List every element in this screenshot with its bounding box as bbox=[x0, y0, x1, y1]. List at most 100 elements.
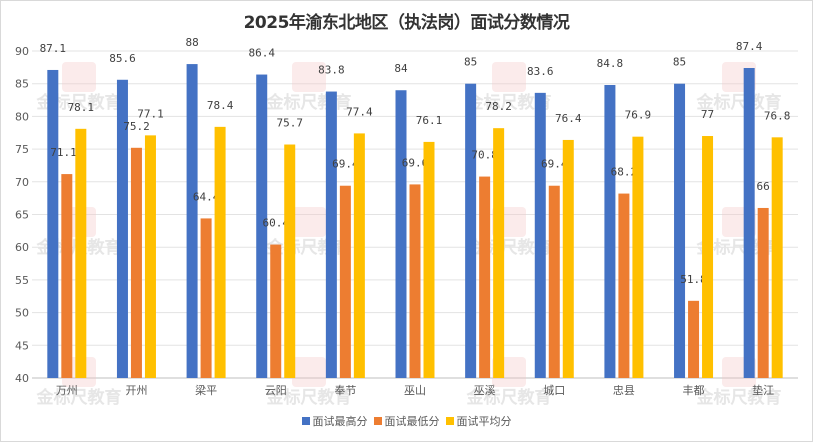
y-tick-label: 85 bbox=[15, 78, 29, 91]
x-tick-label: 梁平 bbox=[195, 383, 217, 397]
legend-swatch-min bbox=[373, 417, 382, 425]
bar-max bbox=[186, 64, 198, 378]
legend-item-max: 面试最高分 bbox=[301, 413, 368, 429]
bar-avg bbox=[214, 126, 226, 378]
legend-item-min: 面试最低分 bbox=[373, 413, 440, 429]
y-tick-label: 40 bbox=[15, 372, 29, 385]
bar-max bbox=[395, 90, 407, 379]
x-tick-label: 万州 bbox=[56, 384, 78, 397]
bar-avg bbox=[493, 128, 505, 378]
bar-max bbox=[604, 85, 616, 379]
watermark-logo-icon bbox=[62, 62, 96, 92]
watermark-text: 金标尺教育 bbox=[466, 92, 552, 113]
bar-min bbox=[270, 244, 282, 378]
y-tick-label: 45 bbox=[15, 339, 29, 352]
data-label: 78.4 bbox=[207, 99, 234, 112]
data-label: 77.1 bbox=[137, 107, 164, 120]
bar-min bbox=[618, 193, 630, 378]
bar-min bbox=[200, 218, 212, 378]
bar-avg bbox=[423, 141, 435, 378]
x-tick-label: 丰都 bbox=[683, 384, 705, 397]
data-label: 69.6 bbox=[402, 156, 429, 169]
legend-label-max: 面试最高分 bbox=[312, 415, 368, 428]
watermark-logo-icon bbox=[492, 62, 526, 92]
data-label: 83.8 bbox=[318, 64, 345, 77]
data-label: 71.18 bbox=[50, 146, 83, 159]
data-label: 69.4 bbox=[541, 158, 568, 171]
data-label: 78.2 bbox=[485, 100, 512, 113]
data-label: 51.8 bbox=[680, 273, 707, 286]
bar-max bbox=[47, 69, 59, 378]
chart-title: 2025年渝东北地区（执法岗）面试分数情况 bbox=[243, 13, 570, 33]
bar-avg bbox=[702, 136, 714, 378]
bar-max bbox=[465, 83, 477, 378]
data-label: 87.4 bbox=[736, 40, 763, 53]
data-label: 85.6 bbox=[109, 52, 136, 65]
x-tick-label: 城口 bbox=[543, 384, 565, 397]
legend-label-avg: 面试平均分 bbox=[456, 415, 512, 428]
data-label: 86.4 bbox=[248, 47, 275, 60]
y-tick-label: 55 bbox=[15, 274, 29, 287]
legend-swatch-max bbox=[301, 417, 310, 425]
legend-item-avg: 面试平均分 bbox=[445, 413, 512, 429]
data-label: 66 bbox=[757, 180, 770, 193]
bar-min bbox=[688, 300, 700, 378]
bar-avg bbox=[562, 139, 574, 378]
bar-max bbox=[743, 68, 755, 378]
bar-avg bbox=[353, 133, 365, 378]
watermark-text: 金标尺教育 bbox=[36, 387, 122, 408]
bar-max bbox=[256, 74, 268, 378]
data-label: 85 bbox=[673, 56, 686, 69]
y-tick-label: 60 bbox=[15, 241, 29, 254]
y-tick-label: 70 bbox=[15, 176, 29, 189]
bar-min bbox=[409, 184, 421, 378]
bar-max bbox=[325, 91, 337, 378]
data-label: 75.7 bbox=[276, 117, 303, 130]
bar-avg bbox=[144, 135, 156, 378]
data-label: 84.8 bbox=[597, 57, 624, 70]
bar-max bbox=[116, 79, 128, 378]
y-tick-label: 50 bbox=[15, 307, 29, 320]
watermark-text: 金标尺教育 bbox=[696, 92, 782, 113]
watermark-logo-icon bbox=[292, 62, 326, 92]
bar-min bbox=[757, 207, 769, 378]
data-label: 84 bbox=[394, 62, 408, 75]
legend-label-min: 面试最低分 bbox=[384, 415, 440, 428]
bar-max bbox=[534, 92, 546, 378]
data-label: 76.8 bbox=[764, 109, 791, 122]
data-label: 83.6 bbox=[527, 65, 554, 78]
x-tick-label: 奉节 bbox=[334, 383, 356, 397]
x-tick-label: 云阳 bbox=[265, 384, 287, 397]
legend-swatch-avg bbox=[445, 417, 454, 425]
watermark-text: 金标尺教育 bbox=[266, 92, 352, 113]
data-label: 85 bbox=[464, 56, 477, 69]
data-label: 88 bbox=[185, 36, 198, 49]
x-tick-label: 巫溪 bbox=[474, 384, 496, 397]
data-label: 77.4 bbox=[346, 105, 373, 118]
bar-min bbox=[479, 176, 491, 378]
bar-avg bbox=[75, 128, 87, 378]
legend: 面试最高分 面试最低分 面试平均分 bbox=[0, 413, 813, 429]
bar-avg bbox=[771, 137, 783, 378]
watermark-text: 金标尺教育 bbox=[266, 387, 352, 408]
bar-avg bbox=[632, 136, 644, 378]
y-tick-label: 90 bbox=[15, 45, 29, 58]
data-label: 78.1 bbox=[68, 101, 95, 114]
bar-min bbox=[61, 174, 73, 378]
data-label: 76.4 bbox=[555, 112, 582, 125]
data-label: 68.2 bbox=[611, 166, 638, 179]
x-tick-label: 巫山 bbox=[404, 384, 426, 397]
x-tick-label: 垫江 bbox=[752, 383, 774, 397]
bar-min bbox=[130, 147, 142, 378]
y-tick-label: 65 bbox=[15, 209, 29, 222]
watermark-logo-icon bbox=[292, 207, 326, 237]
y-tick-label: 75 bbox=[15, 143, 29, 156]
bar-min bbox=[548, 185, 560, 378]
watermark-text: 金标尺教育 bbox=[696, 387, 782, 408]
x-tick-label: 忠县 bbox=[613, 384, 635, 397]
x-tick-label: 开州 bbox=[125, 384, 147, 397]
data-label: 69.4 bbox=[332, 158, 359, 171]
data-label: 70.8 bbox=[471, 149, 498, 162]
y-tick-label: 80 bbox=[15, 110, 29, 123]
data-label: 76.9 bbox=[625, 109, 652, 122]
